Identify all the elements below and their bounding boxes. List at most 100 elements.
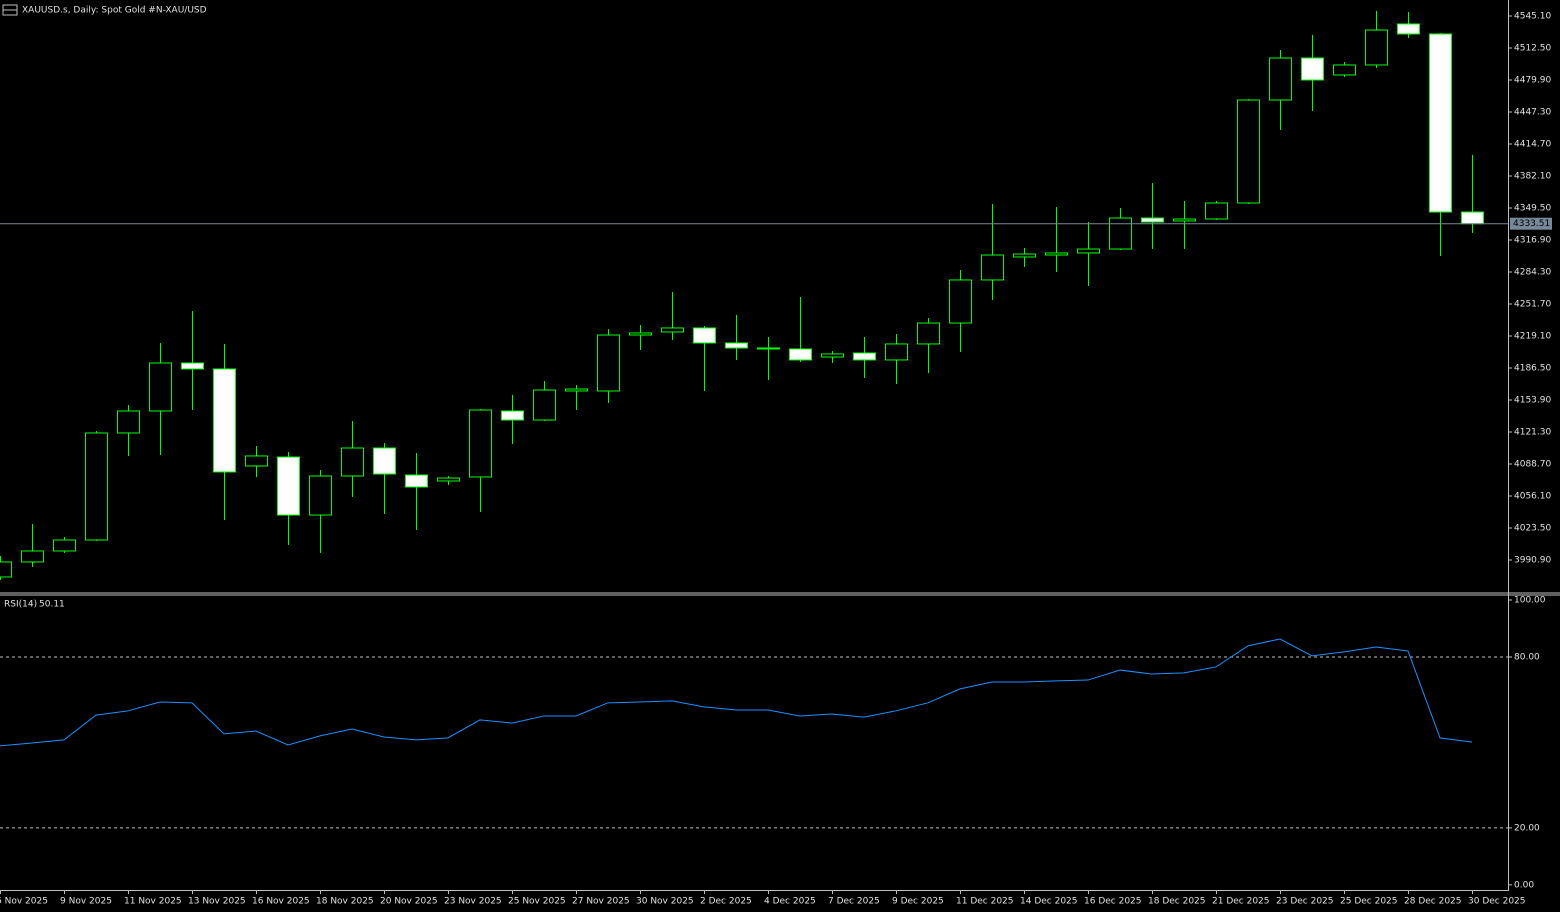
x-tick-label: 18 Dec 2025 (1148, 897, 1206, 907)
y-tick-label: 100.00 (1514, 595, 1546, 605)
candle-body (1365, 29, 1388, 66)
current-price-label: 4333.51 (1513, 219, 1550, 229)
y-tick-label: 4219.10 (1514, 332, 1551, 342)
candle-body (533, 389, 556, 421)
candle-body (21, 550, 44, 563)
candle-body (373, 447, 396, 475)
x-tick-label: 14 Dec 2025 (1020, 897, 1078, 907)
candle-body (949, 279, 972, 324)
y-tick-label: 0.00 (1514, 880, 1534, 890)
y-tick-label: 4414.70 (1514, 140, 1551, 150)
candle-body (725, 342, 748, 349)
y-tick-label: 4088.70 (1514, 460, 1551, 470)
candle-body (117, 410, 140, 434)
y-tick-label: 4349.50 (1514, 204, 1551, 214)
y-tick-label: 4479.90 (1514, 76, 1551, 86)
candle-body (981, 254, 1004, 281)
candle-body (693, 327, 716, 344)
x-tick-label: 4 Dec 2025 (764, 897, 816, 907)
candle-body (341, 447, 364, 477)
rsi-line (0, 638, 1473, 747)
chart-title: XAUUSD.s, Daily: Spot Gold #N-XAU/USD (22, 6, 207, 16)
y-tick-label: 4121.30 (1514, 428, 1551, 438)
x-tick-label: 21 Dec 2025 (1212, 897, 1270, 907)
y-tick-label: 4186.50 (1514, 364, 1551, 374)
candle-body (1109, 217, 1132, 250)
x-tick-label: 9 Nov 2025 (60, 897, 112, 907)
candle-body (917, 322, 940, 345)
x-tick-label: 11 Dec 2025 (956, 897, 1014, 907)
x-tick-label: 23 Nov 2025 (444, 897, 502, 907)
candle-body (1301, 57, 1324, 81)
candle-body (309, 475, 332, 516)
candle-body (437, 477, 460, 482)
x-tick-label: 6 Nov 2025 (0, 897, 48, 907)
candle-body (1141, 217, 1164, 223)
candle-body (629, 332, 652, 336)
candle-body (85, 432, 108, 541)
x-tick-label: 23 Dec 2025 (1276, 897, 1334, 907)
candle-body (405, 474, 428, 488)
candle-body (149, 362, 172, 412)
candle-body (1045, 252, 1068, 256)
y-tick-label: 4023.50 (1514, 524, 1551, 534)
candle-body (1429, 33, 1452, 213)
y-tick-label: 4512.50 (1514, 44, 1551, 54)
candle-body (1013, 253, 1036, 258)
rsi-title: RSI(14) (4, 600, 37, 610)
candle-body (885, 343, 908, 361)
candle-body (0, 561, 12, 578)
y-tick-label: 4447.30 (1514, 108, 1551, 118)
candle-body (1237, 99, 1260, 204)
candle-body (789, 348, 812, 361)
x-tick-label: 30 Dec 2025 (1468, 897, 1526, 907)
candle-body (1269, 57, 1292, 101)
candle-body (181, 362, 204, 370)
x-tick-label: 7 Dec 2025 (828, 897, 880, 907)
candle-body (213, 368, 236, 473)
x-tick-label: 16 Nov 2025 (252, 897, 310, 907)
x-tick-label: 28 Dec 2025 (1404, 897, 1462, 907)
y-tick-label: 4153.90 (1514, 396, 1551, 406)
y-tick-label: 4545.10 (1514, 12, 1551, 22)
x-tick-label: 2 Dec 2025 (700, 897, 752, 907)
x-tick-label: 25 Dec 2025 (1340, 897, 1398, 907)
candle-body (245, 455, 268, 467)
x-tick-label: 25 Nov 2025 (508, 897, 566, 907)
candle-body (565, 388, 588, 392)
x-tick-label: 27 Nov 2025 (572, 897, 630, 907)
x-tick-label: 30 Nov 2025 (636, 897, 694, 907)
candle-body (1205, 202, 1228, 220)
y-tick-label: 4284.30 (1514, 268, 1551, 278)
candle-body (821, 353, 844, 358)
candle-body (1077, 248, 1100, 254)
candle-body (1333, 64, 1356, 76)
y-tick-label: 4056.10 (1514, 492, 1551, 502)
candle-body (53, 539, 76, 552)
candle-body (277, 456, 300, 516)
candle-body (853, 352, 876, 361)
candle-body (1461, 211, 1484, 225)
candle-body (757, 347, 780, 350)
x-tick-label: 13 Nov 2025 (188, 897, 246, 907)
y-tick-label: 4316.90 (1514, 236, 1551, 246)
x-tick-label: 18 Nov 2025 (316, 897, 374, 907)
x-tick-label: 11 Nov 2025 (124, 897, 182, 907)
y-tick-label: 4382.10 (1514, 172, 1551, 182)
y-tick-label: 20.00 (1514, 823, 1540, 833)
candle-body (597, 334, 620, 392)
y-tick-label: 80.00 (1514, 652, 1540, 662)
candle-body (469, 409, 492, 478)
y-tick-label: 3990.90 (1514, 556, 1551, 566)
rsi-value: 50.11 (39, 600, 65, 610)
y-tick-label: 4251.70 (1514, 300, 1551, 310)
candle-body (1173, 218, 1196, 222)
x-tick-label: 9 Dec 2025 (892, 897, 944, 907)
candle-body (1397, 23, 1420, 35)
candle-body (501, 410, 524, 421)
candle-body (661, 327, 684, 333)
x-tick-label: 20 Nov 2025 (380, 897, 438, 907)
x-tick-label: 16 Dec 2025 (1084, 897, 1142, 907)
